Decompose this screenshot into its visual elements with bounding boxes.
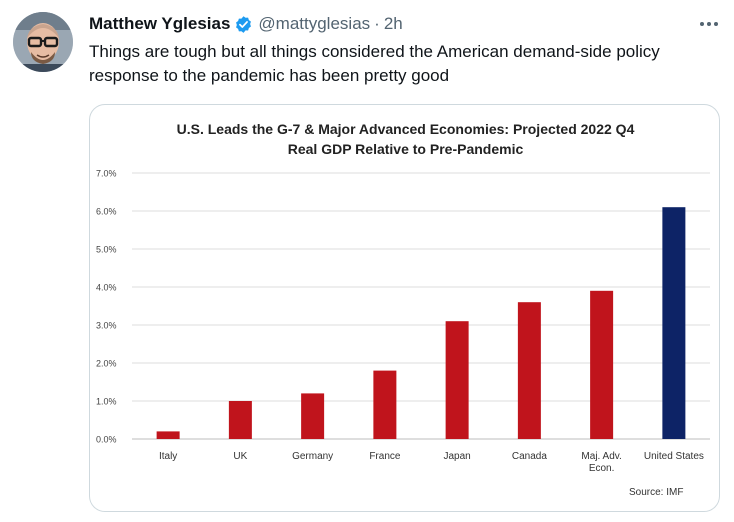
tweet-header: Matthew Yglesias @mattyglesias · 2h (89, 13, 403, 35)
x-tick-label: Maj. Adv. (581, 451, 621, 462)
chart-title-line-2: Real GDP Relative to Pre-Pandemic (287, 141, 524, 157)
x-tick-label: Canada (512, 451, 547, 462)
header-separator: · (374, 14, 380, 33)
bar (517, 302, 541, 439)
chart-title: U.S. Leads the G-7 & Major Advanced Econ… (90, 119, 719, 159)
bar (662, 207, 686, 439)
bar (590, 290, 614, 439)
chart-title-line-1: U.S. Leads the G-7 & Major Advanced Econ… (176, 121, 635, 137)
x-tick-label: Econ. (589, 463, 615, 474)
x-tick-label: Germany (292, 451, 333, 462)
tweet-text-line-2: response to the pandemic has been pretty… (89, 66, 450, 85)
x-tick-label: France (369, 451, 401, 462)
y-tick-label: 7.0% (96, 169, 117, 179)
y-tick-label: 5.0% (96, 245, 117, 255)
bar-chart: 0.0% 1.0% 2.0% 3.0% 4.0% 5.0% 6.0% 7.0% Italy UK G… (96, 169, 710, 474)
tweet-text: Things are tough but all things consider… (89, 40, 725, 88)
avatar-image (13, 12, 73, 72)
verified-badge-icon (234, 15, 253, 34)
bar (228, 401, 252, 439)
tweet-text-line-1: Things are tough but all things consider… (89, 42, 660, 61)
x-tick-label: United States (644, 451, 704, 462)
author-handle[interactable]: @mattyglesias (258, 14, 371, 33)
x-tick-label: Japan (444, 451, 471, 462)
y-tick-label: 1.0% (96, 397, 117, 407)
y-tick-label: 2.0% (96, 359, 117, 369)
author-name[interactable]: Matthew Yglesias (89, 14, 231, 33)
media-card[interactable]: U.S. Leads the G-7 & Major Advanced Econ… (89, 104, 720, 512)
bar (445, 321, 469, 439)
y-tick-label: 3.0% (96, 321, 117, 331)
y-tick-label: 6.0% (96, 207, 117, 217)
x-tick-label: Italy (159, 451, 177, 462)
avatar[interactable] (13, 12, 73, 72)
y-tick-label: 4.0% (96, 283, 117, 293)
bar (373, 370, 397, 439)
tweet-timestamp[interactable]: 2h (383, 14, 403, 33)
chart-source: Source: IMF (629, 487, 684, 498)
bar (156, 431, 180, 439)
more-options-button[interactable] (696, 12, 722, 36)
y-tick-label: 0.0% (96, 435, 117, 445)
bar (301, 393, 325, 439)
x-tick-label: UK (233, 451, 247, 462)
more-horizontal-icon (700, 22, 718, 26)
